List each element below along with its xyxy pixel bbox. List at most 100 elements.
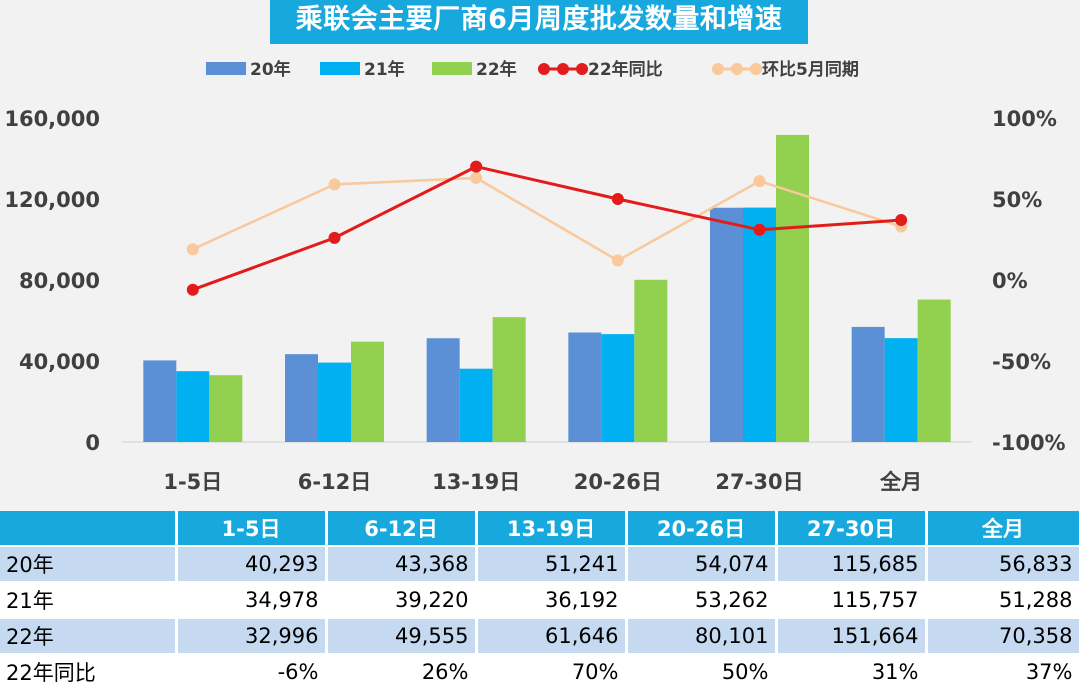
table-cell: 151,664 [776,618,928,655]
table-cell: 115,757 [776,582,928,619]
table-cell: 37% [926,654,1080,691]
y-tick-left: 120,000 [4,188,100,212]
y-tick-left: 80,000 [19,269,100,293]
series-line [192,176,902,262]
chart-area: 0 40,000 80,000 120,000 160,000 -100% -50% 0% 50… [4,59,1066,494]
row-label: 20年 [0,546,178,583]
bar [884,338,918,442]
row-label: 21年 [0,582,178,619]
table-cell: 34,978 [176,582,328,619]
line-point [186,243,199,256]
legend-marker [576,63,588,75]
line-point [470,171,483,184]
table-cell: 31% [776,654,928,691]
x-tick-label: 13-19日 [432,470,520,494]
line-point [328,178,341,191]
bar [776,134,809,442]
table-cell: 39,220 [326,582,478,619]
y-tick-right: 100% [992,107,1057,131]
table-cell: -6% [176,654,328,691]
table-cell: 56,833 [926,546,1080,583]
bar [743,207,776,442]
y-tick-right: -100% [992,431,1066,455]
legend-label: 22年同比 [588,59,663,80]
legend-label: 21年 [364,59,405,80]
table-cell: 70% [476,654,628,691]
x-tick-label: 6-12日 [298,470,372,494]
legend-marker [750,63,762,75]
table-cell: 43,368 [326,546,478,583]
table-cell: 26% [326,654,478,691]
legend-marker [538,63,550,75]
legend-marker [731,63,743,75]
table-header-cell: 20-26日 [626,511,778,547]
line-point [611,193,624,205]
legend-marker [557,63,569,75]
bar [851,326,885,442]
table-cell: 40,293 [176,546,328,583]
y-tick-right: 50% [992,188,1042,212]
bar [634,279,668,442]
x-tick-label: 全月 [879,470,922,494]
y-tick-left: 0 [85,431,100,455]
table-header-cell: 13-19日 [476,511,628,547]
bar [176,371,210,442]
legend-label: 20年 [250,59,291,80]
legend-label: 22年 [476,59,517,80]
y-tick-left: 40,000 [19,350,100,374]
table-cell: 80,101 [626,618,778,655]
data-table: 1-5日 6-12日 13-19日 20-26日 27-30日 全月 20年 4… [0,511,1080,691]
table-header-cell: 27-30日 [776,511,928,547]
line-point [895,214,908,227]
table-header-cell: 6-12日 [326,511,478,547]
bar [459,368,493,442]
line-point [753,223,766,236]
table-header-cell: 1-5日 [176,511,328,547]
bar [917,299,951,442]
table-row: 22年 32,996 49,555 61,646 80,101 151,664 … [0,618,1080,655]
bar [209,375,243,442]
series-line [192,165,902,292]
table-cell: 70,358 [926,618,1080,655]
line-point [470,160,483,173]
line-point [328,231,341,244]
table-cell: 32,996 [176,618,328,655]
bar [285,354,318,442]
line-point [753,175,766,188]
bar [568,332,602,442]
line-point [611,254,624,267]
legend-swatch [432,62,472,75]
table-header-row: 1-5日 6-12日 13-19日 20-26日 27-30日 全月 [0,511,1080,547]
table-cell: 51,241 [476,546,628,583]
y-tick-right: -50% [992,350,1051,374]
bar [710,207,743,442]
x-tick-label: 27-30日 [715,470,803,494]
table-cell: 49,555 [326,618,478,655]
table-row: 22年同比 -6% 26% 70% 50% 31% 37% [0,654,1080,691]
line-point [186,283,199,296]
bar [143,360,177,442]
table-cell: 36,192 [476,582,628,619]
table-header-corner [0,511,178,547]
bar [426,338,460,442]
row-label: 22年 [0,618,178,655]
table-row: 20年 40,293 43,368 51,241 54,074 115,685 … [0,546,1080,583]
table-cell: 61,646 [476,618,628,655]
legend-marker [712,63,724,75]
bar [351,341,384,442]
bar [601,334,635,442]
table-row: 21年 34,978 39,220 36,192 53,262 115,757 … [0,582,1080,619]
table-cell: 51,288 [926,582,1080,619]
table-cell: 50% [626,654,778,691]
table-header-cell: 全月 [926,511,1080,547]
y-tick-right: 0% [992,269,1028,293]
chart-title: 乘联会主要厂商6月周度批发数量和增速 [270,0,808,44]
bar [492,317,526,442]
table-cell: 115,685 [776,546,928,583]
y-tick-left: 160,000 [4,107,100,131]
row-label: 22年同比 [0,654,178,691]
legend-swatch [320,62,360,75]
table-cell: 54,074 [626,546,778,583]
x-tick-label: 1-5日 [163,470,222,494]
bar [318,362,351,442]
